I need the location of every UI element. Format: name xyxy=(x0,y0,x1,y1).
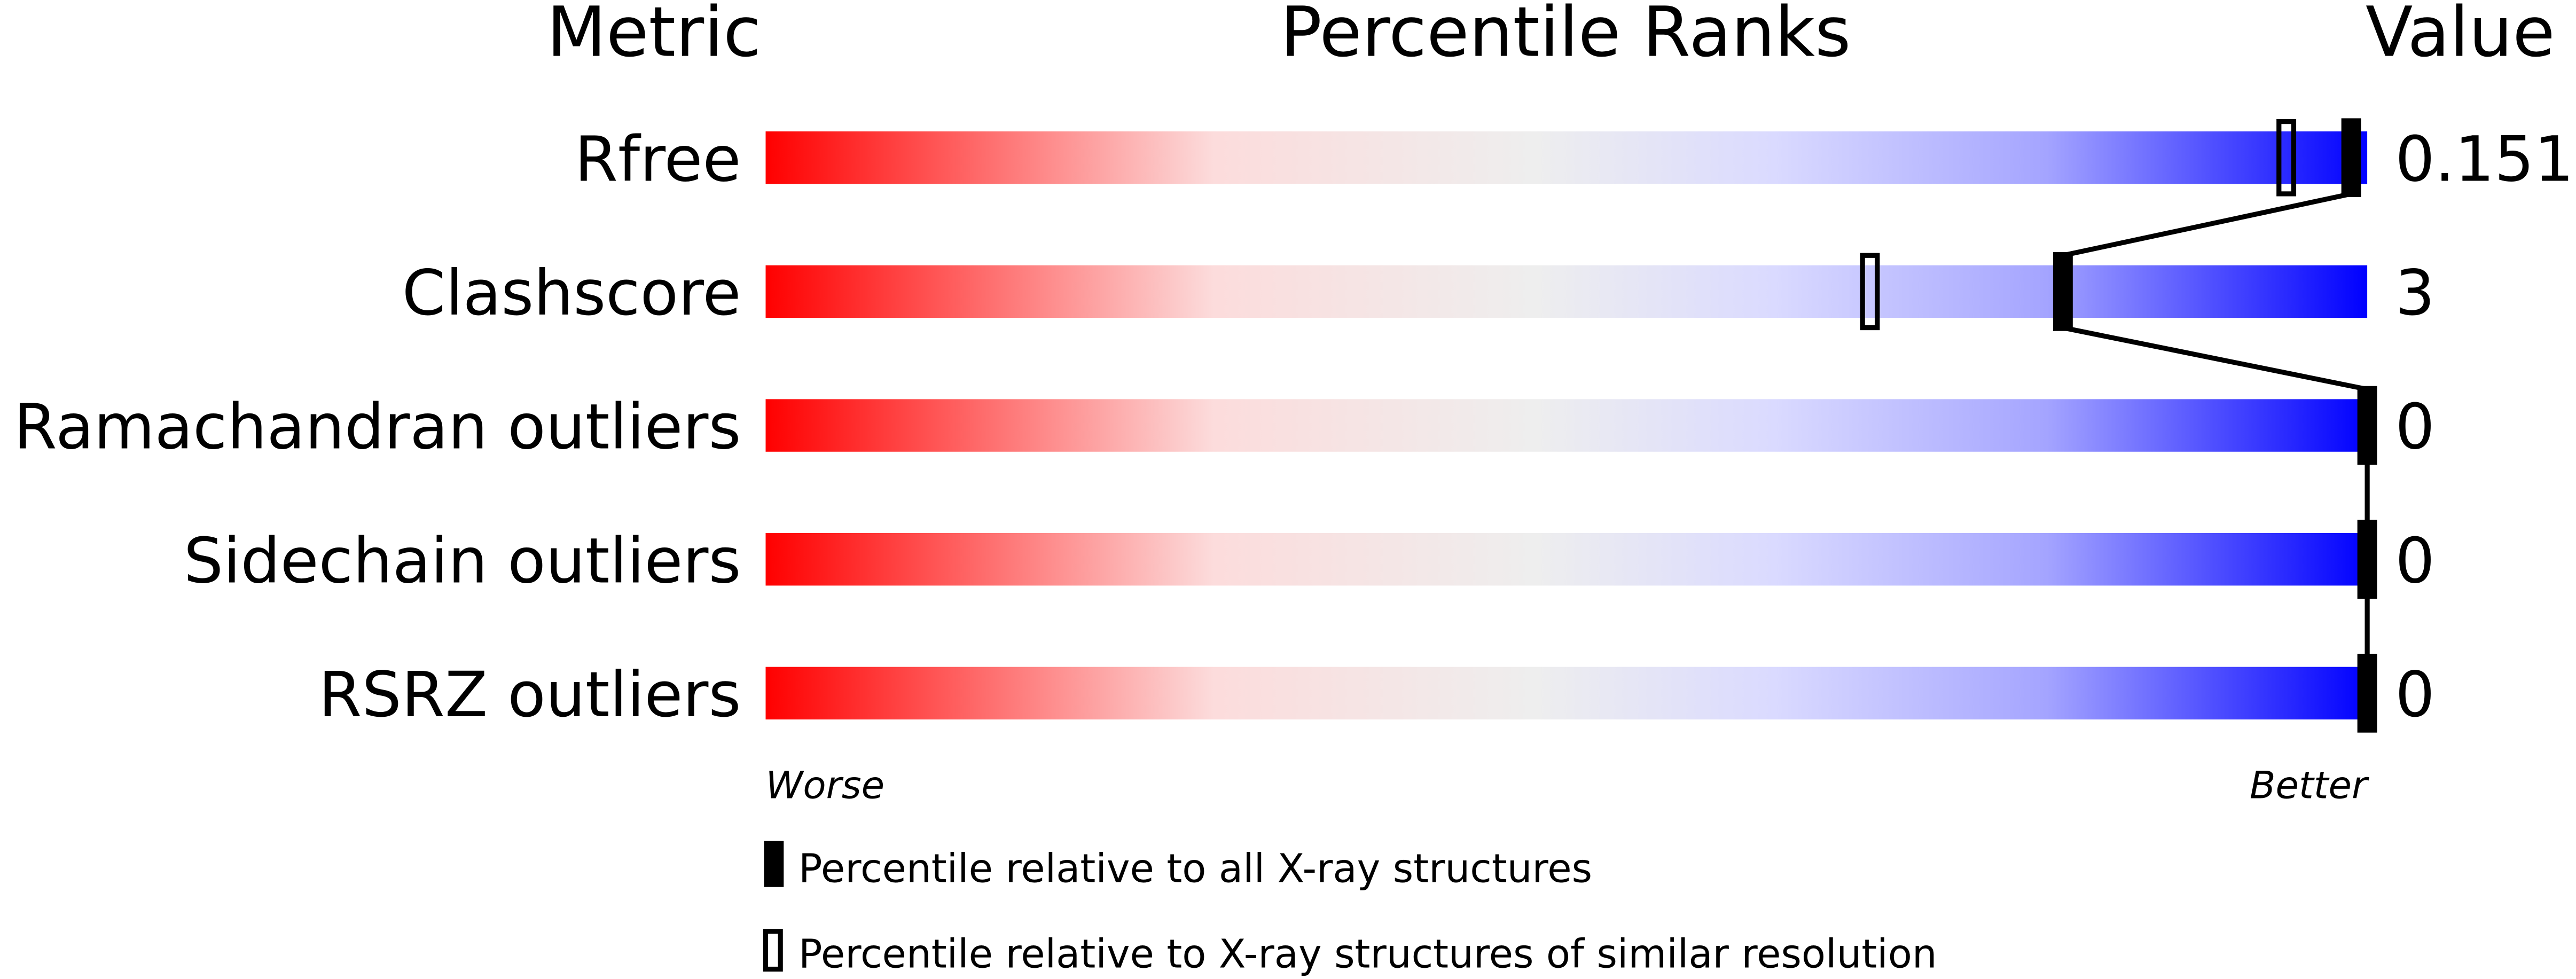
legend-filled-marker xyxy=(764,841,784,887)
percentile-bar xyxy=(765,265,2368,318)
marker-all-structures xyxy=(2341,118,2361,198)
marker-all-structures xyxy=(2053,252,2073,331)
legend-filled-label: Percentile relative to all X-ray structu… xyxy=(798,846,1592,892)
metric-label: RSRZ outliers xyxy=(318,659,741,731)
marker-all-structures xyxy=(2357,520,2377,599)
metric-label: Rfree xyxy=(575,123,741,195)
metric-value: 0.151 xyxy=(2395,123,2574,195)
header-value: Value xyxy=(2366,0,2555,73)
marker-similar-resolution xyxy=(2276,119,2297,197)
marker-similar-resolution xyxy=(1860,253,1880,331)
metric-row: Ramachandran outliers 0 xyxy=(13,391,2434,464)
metric-row: Sidechain outliers 0 xyxy=(184,524,2435,597)
metric-row: Clashscore 3 xyxy=(402,257,2435,330)
metric-label: Clashscore xyxy=(402,257,741,330)
metric-value: 3 xyxy=(2395,257,2434,330)
worse-label: Worse xyxy=(765,763,884,808)
metric-label: Sidechain outliers xyxy=(184,524,741,597)
marker-all-structures xyxy=(2357,654,2377,733)
metric-label: Ramachandran outliers xyxy=(13,391,741,464)
metric-row: Rfree 0.151 xyxy=(575,123,2574,195)
marker-all-structures xyxy=(2357,386,2377,465)
connector-line xyxy=(2062,325,2368,392)
connector-line xyxy=(2062,191,2352,258)
legend-hollow-label: Percentile relative to X-ray structures … xyxy=(798,931,1937,977)
legend-hollow-marker xyxy=(763,929,783,972)
metric-value: 0 xyxy=(2395,391,2434,464)
metric-row: RSRZ outliers 0 xyxy=(318,659,2434,731)
metric-value: 0 xyxy=(2395,524,2434,597)
percentile-bar xyxy=(765,399,2368,452)
percentile-bar xyxy=(765,533,2368,586)
percentile-bar xyxy=(765,131,2368,184)
metric-value: 0 xyxy=(2395,659,2434,731)
header-percentile-ranks: Percentile Ranks xyxy=(1280,0,1851,73)
header-metric: Metric xyxy=(547,0,762,73)
better-label: Better xyxy=(2250,763,2369,808)
percentile-bar xyxy=(765,667,2368,720)
